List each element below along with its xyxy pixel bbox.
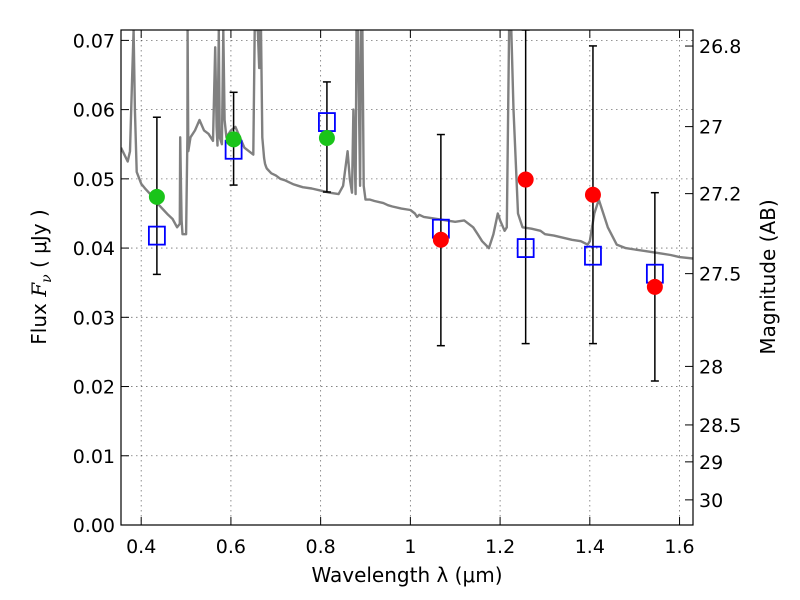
y-tick-label: 0.05 <box>73 169 115 191</box>
observed-lowsn-point <box>584 186 601 203</box>
magnitude-tick-label: 27.2 <box>699 184 741 206</box>
y-tick-label: 0.00 <box>73 515 115 537</box>
observed-detection-point <box>225 131 242 148</box>
y-tick-label: 0.07 <box>73 30 115 52</box>
y-tick-label: 0.01 <box>73 446 115 468</box>
axis-ticks <box>121 30 693 526</box>
plot-frame <box>120 29 694 526</box>
y-axis-title: Flux Fν ( μJy ) <box>27 209 55 344</box>
model-bandflux-square <box>147 225 166 246</box>
magnitude-tick-label: 27 <box>699 117 723 139</box>
y-axis-title-unit: ( μJy ) <box>27 209 51 274</box>
model-spectrum-layer <box>121 30 693 260</box>
x-axis-title: Wavelength λ (μm) <box>311 563 502 587</box>
magnitude-tick-label: 27.5 <box>699 264 741 286</box>
y-tick-label: 0.02 <box>73 377 115 399</box>
magnitude-tick-label: 28 <box>699 356 723 378</box>
y-axis-title-subscript: ν <box>39 274 55 283</box>
x-tick-label: 1.4 <box>575 536 605 558</box>
x-tick-label: 1.6 <box>664 536 694 558</box>
model-bandflux-square <box>516 238 535 258</box>
model-bandflux-square <box>584 245 602 266</box>
magnitude-tick-label: 28.5 <box>699 415 741 437</box>
model-spectrum-line <box>121 30 693 260</box>
x-tick-label: 1.2 <box>485 536 515 558</box>
x-tick-label: 0.6 <box>216 536 246 558</box>
y-axis-title-symbol: F <box>27 282 51 298</box>
observed-points-layer <box>148 130 663 295</box>
observed-lowsn-point <box>517 171 534 188</box>
observed-detection-point <box>148 188 165 205</box>
y-tick-label: 0.04 <box>73 238 115 260</box>
y-tick-label: 0.03 <box>73 307 115 329</box>
magnitude-tick-label: 26.8 <box>699 36 741 58</box>
magnitude-tick-label: 29 <box>699 452 723 474</box>
observed-detection-point <box>318 130 335 146</box>
observed-lowsn-point <box>646 278 663 295</box>
tick-labels: 0.4 0.6 0.8 1 1.2 1.4 1.6 0.00 0.01 0.02 0.03 0.04 0… <box>73 30 742 558</box>
observed-lowsn-point <box>432 231 449 248</box>
x-tick-label: 1 <box>404 536 416 558</box>
plot-area-background <box>121 30 693 525</box>
x-tick-label: 0.4 <box>126 536 156 558</box>
x-tick-label: 0.8 <box>306 536 336 558</box>
magnitude-tick-label: 30 <box>699 490 723 512</box>
y-axis-title-prefix: Flux <box>27 297 51 345</box>
y-tick-label: 0.06 <box>73 100 115 122</box>
right-axis-title: Magnitude (AB) <box>756 199 780 354</box>
